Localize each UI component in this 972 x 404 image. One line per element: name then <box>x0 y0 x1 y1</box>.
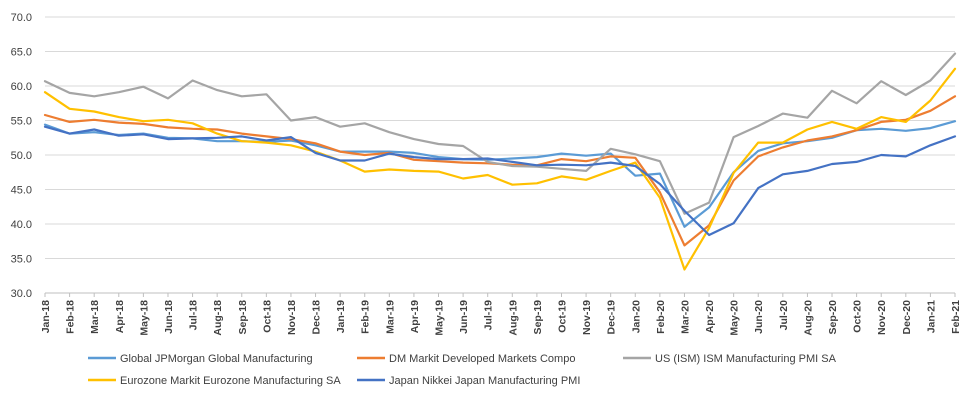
x-tick-label: Sep-18 <box>237 300 249 335</box>
legend-label: Japan Nikkei Japan Manufacturing PMI <box>389 375 580 387</box>
legend-label: Global JPMorgan Global Manufacturing <box>120 353 313 365</box>
x-axis: Jan-18 Feb-18 Mar-18 Apr-18 May-18 Jun-18 Jul-… <box>40 292 962 336</box>
y-tick-label: 30.0 <box>11 288 32 300</box>
x-tick-label: Sep-19 <box>532 300 544 335</box>
y-tick-label: 40.0 <box>11 219 32 231</box>
legend: Global JPMorgan Global Manufacturing DM M… <box>88 353 837 387</box>
y-tick-label: 65.0 <box>11 47 32 59</box>
gridlines <box>45 16 955 294</box>
x-tick-label: Aug-20 <box>802 300 814 336</box>
x-tick-label: Aug-18 <box>212 300 224 336</box>
x-tick-label: Jan-18 <box>40 300 52 333</box>
series-line-0 <box>43 120 957 228</box>
x-tick-label: Jan-21 <box>925 300 937 333</box>
x-tick-label: Dec-18 <box>311 300 323 335</box>
series-line-4 <box>43 125 957 237</box>
x-tick-label: Oct-18 <box>261 300 273 333</box>
y-tick-label: 35.0 <box>11 254 32 266</box>
x-tick-label: Jun-20 <box>753 300 765 334</box>
x-tick-label: Apr-19 <box>409 300 421 333</box>
x-tick-label: Jul-20 <box>778 300 790 331</box>
x-tick-label: May-19 <box>434 300 446 336</box>
legend-label: US (ISM) ISM Manufacturing PMI SA <box>655 353 837 365</box>
x-tick-label: Nov-20 <box>876 300 888 335</box>
x-tick-label: Oct-19 <box>556 300 568 333</box>
x-tick-label: Apr-20 <box>704 300 716 333</box>
x-tick-label: Jul-19 <box>483 300 495 331</box>
series-line-2 <box>43 52 957 215</box>
x-tick-label: May-20 <box>729 300 741 336</box>
y-tick-label: 50.0 <box>11 150 32 162</box>
y-tick-label: 55.0 <box>11 116 32 128</box>
x-tick-label: Jun-18 <box>163 300 175 334</box>
x-tick-label: Feb-20 <box>655 300 667 334</box>
series-line-1 <box>43 95 957 247</box>
x-tick-label: Feb-19 <box>360 300 372 334</box>
series-lines <box>43 52 957 271</box>
x-tick-label: Jun-19 <box>458 300 470 334</box>
x-tick-label: Mar-18 <box>89 300 101 334</box>
legend-label: DM Markit Developed Markets Compo <box>389 353 575 365</box>
x-tick-label: Jul-18 <box>188 300 200 331</box>
x-tick-label: Nov-18 <box>286 300 298 335</box>
x-tick-label: Apr-18 <box>114 300 126 333</box>
x-tick-label: Jan-19 <box>335 300 347 333</box>
x-tick-label: Sep-20 <box>827 300 839 335</box>
x-tick-label: Oct-20 <box>852 300 864 333</box>
y-tick-label: 60.0 <box>11 81 32 93</box>
x-tick-label: Nov-19 <box>581 300 593 335</box>
x-tick-label: Mar-20 <box>679 300 691 334</box>
x-tick-label: Aug-19 <box>507 300 519 336</box>
y-tick-label: 70.0 <box>11 12 32 24</box>
legend-label: Eurozone Markit Eurozone Manufacturing S… <box>120 375 341 387</box>
series-line-3 <box>43 67 957 271</box>
x-tick-label: Jan-20 <box>630 300 642 333</box>
y-tick-label: 45.0 <box>11 185 32 197</box>
x-tick-label: Feb-18 <box>65 300 77 334</box>
x-tick-label: Feb-21 <box>950 300 962 334</box>
y-axis-ticks: 30.0 35.0 40.0 45.0 50.0 55.0 60.0 65.0 70.0 <box>11 12 32 300</box>
x-tick-label: Dec-19 <box>606 300 618 335</box>
x-tick-label: Dec-20 <box>901 300 913 335</box>
x-tick-label: May-18 <box>138 300 150 336</box>
x-tick-label: Mar-19 <box>384 300 396 334</box>
